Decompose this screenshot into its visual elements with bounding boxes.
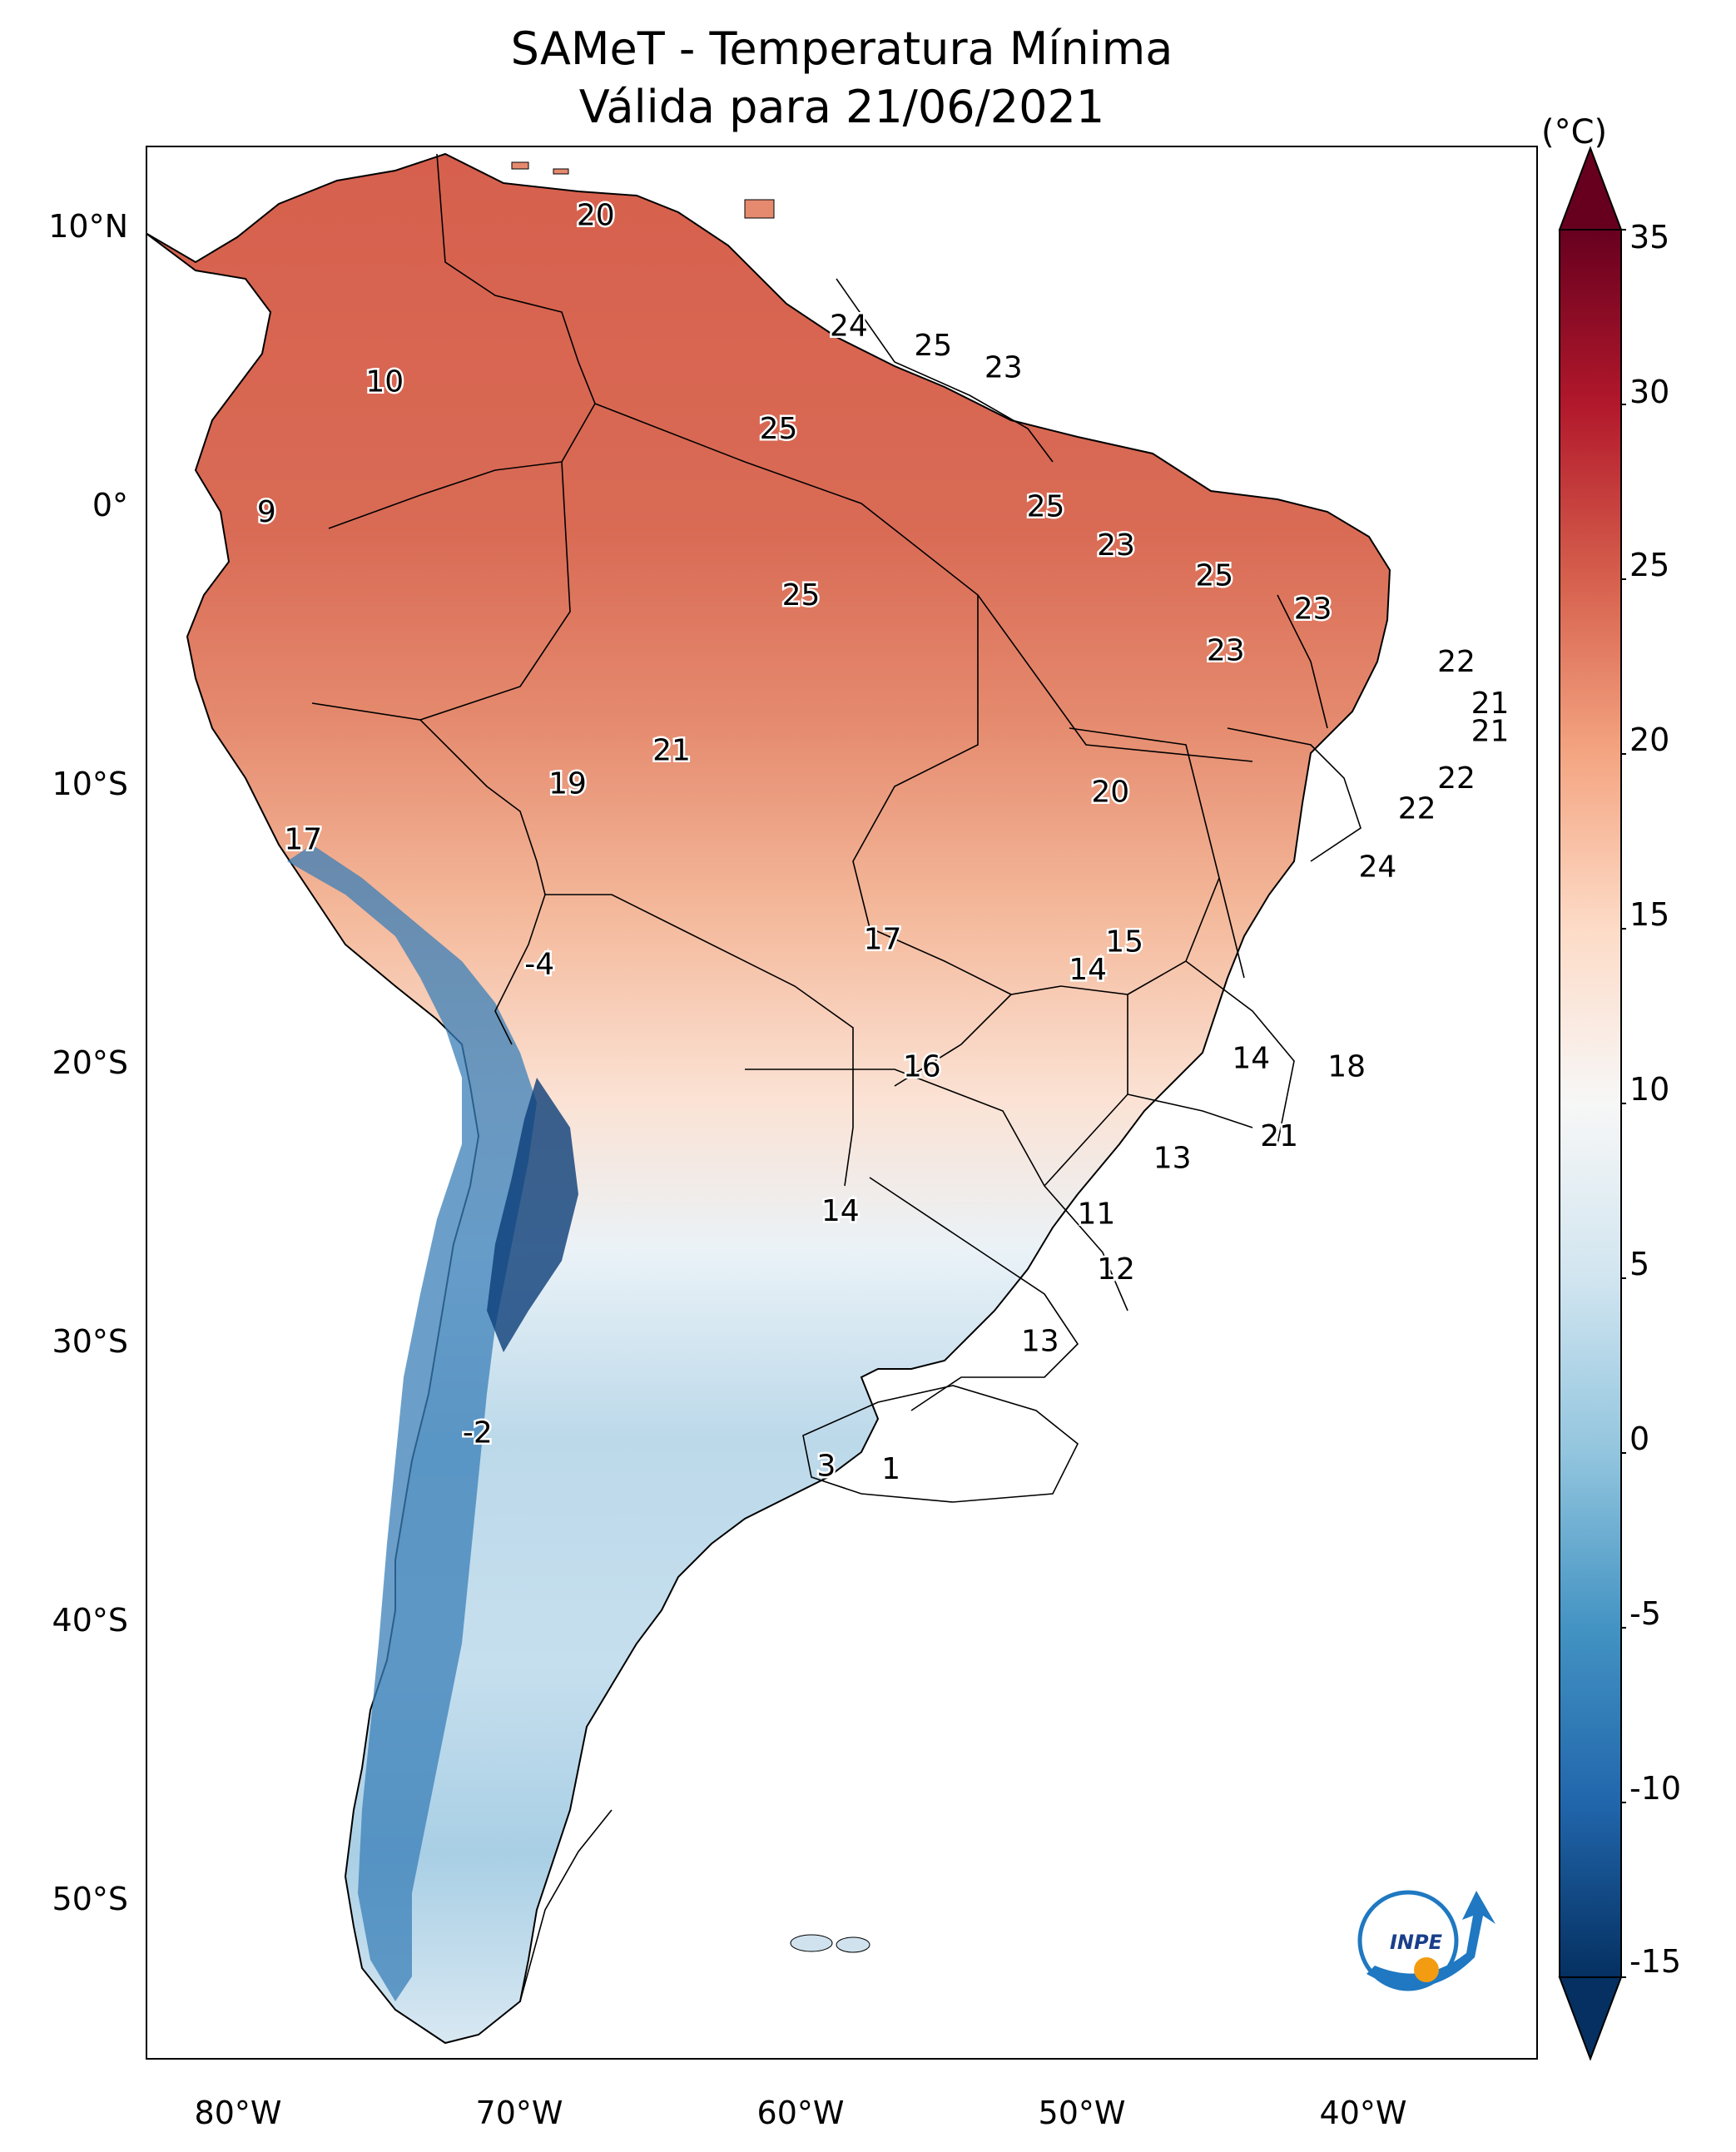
falkland-islands [790,1934,870,1953]
colorbar-tick-35: 35 [1629,219,1670,255]
temperature-label: 23 [985,351,1023,385]
colorbar-tick-30: 30 [1629,374,1670,410]
lat-label-40s: 40°S [52,1602,128,1639]
temperature-label: 14 [1232,1042,1270,1076]
map-subtitle: Válida para 21/06/2021 [578,81,1105,133]
temperature-label: 19 [548,767,587,801]
temperature-label: 21 [1471,714,1510,748]
temperature-label: 25 [1027,489,1065,523]
lon-label-80w: 80°W [194,2095,282,2131]
temperature-label: 3 [816,1450,836,1484]
lat-label-50s: 50°S [52,1881,128,1917]
colorbar-tick-5: 5 [1629,1246,1650,1282]
temperature-label: 22 [1398,792,1436,826]
temperature-label: 9 [257,495,276,529]
svg-text:INPE: INPE [1390,1931,1443,1954]
colorbar-tick-minus15: -15 [1629,1943,1682,1980]
lon-label-40w: 40°W [1319,2095,1407,2131]
temperature-label: 20 [1091,776,1129,810]
inpe-logo: INPE [1357,1890,1495,1991]
colorbar-tick-minus5: -5 [1629,1595,1661,1632]
temperature-label: 22 [1437,645,1476,679]
colorbar-tick-15: 15 [1629,896,1670,933]
temperature-label: -2 [463,1416,493,1450]
temperature-label: 17 [864,922,902,956]
andes-cold-zone [287,845,537,2001]
temperature-label: -4 [524,947,554,981]
temperature-label: 14 [821,1194,860,1228]
temperature-label: 21 [652,734,691,768]
temperature-label: 15 [1105,925,1143,959]
colorbar-tick-10: 10 [1629,1071,1670,1108]
country-borders [311,153,1362,2002]
temperature-label: 20 [577,198,615,232]
temperature-label: 18 [1327,1050,1366,1084]
colorbar-unit: (°C) [1541,113,1608,151]
temperature-label: 25 [1195,559,1233,593]
lon-label-60w: 60°W [756,2095,845,2131]
map-title: SAMeT - Temperatura Mínima [510,22,1173,75]
colorbar [1558,146,1626,2060]
temperature-label: 14 [1069,953,1107,987]
temperature-label: 17 [284,822,322,856]
temperature-label: 12 [1097,1252,1135,1287]
lon-label-70w: 70°W [475,2095,563,2131]
temperature-label: 1 [881,1452,900,1486]
temperature-label: 22 [1437,761,1476,796]
temperature-label: 25 [914,329,952,363]
colorbar-tick-20: 20 [1629,721,1670,758]
temperature-label: 10 [365,364,404,399]
temperature-label: 23 [1207,634,1245,668]
temperature-label: 13 [1021,1325,1059,1359]
temperature-label: 11 [1077,1197,1115,1231]
lat-label-0: 0° [92,487,128,523]
temperature-label: 16 [903,1050,941,1084]
temperature-label: 24 [830,310,868,344]
temperature-label: 23 [1294,593,1332,627]
temperature-label: 21 [1260,1119,1298,1153]
temperature-label: 23 [1097,528,1135,563]
temperature-label: 24 [1358,850,1396,885]
lat-label-10s: 10°S [52,766,128,802]
caribbean-islands [511,161,775,219]
andes-coldest-core [487,1078,578,1352]
temperature-label: 25 [760,412,798,446]
temperature-label: 13 [1153,1142,1192,1176]
colorbar-tick-25: 25 [1629,547,1670,583]
lon-label-50w: 50°W [1038,2095,1126,2131]
temperature-label: 25 [782,578,821,612]
temperature-label: 21 [1471,687,1510,721]
map-border [146,146,1538,2060]
colorbar-tick-minus10: -10 [1629,1770,1682,1807]
lat-label-10n: 10°N [48,208,128,245]
colorbar-tick-0: 0 [1629,1421,1650,1457]
lat-label-30s: 30°S [52,1323,128,1360]
lat-label-20s: 20°S [52,1044,128,1081]
